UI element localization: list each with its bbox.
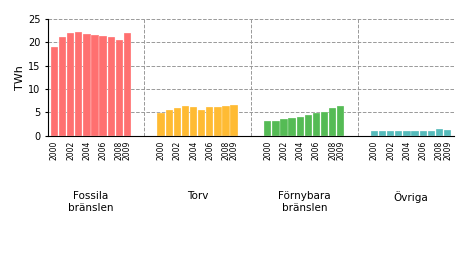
Bar [428,131,435,136]
Y-axis label: TWh: TWh [15,65,25,90]
Bar [371,131,378,136]
Bar [337,106,344,136]
Bar [206,107,213,136]
Bar [387,131,394,136]
Text: Övriga: Övriga [393,191,428,203]
Bar [158,113,165,136]
Bar [124,33,131,136]
Bar [395,131,402,136]
Bar [272,121,280,136]
Bar [296,117,304,136]
Bar [329,108,336,136]
Bar [67,33,74,136]
Bar [305,115,312,136]
Bar [83,34,91,136]
Bar [403,131,410,136]
Bar [182,106,189,136]
Bar [313,113,320,136]
Bar [411,131,419,136]
Bar [91,35,98,136]
Text: Förnybara
bränslen: Förnybara bränslen [278,191,331,213]
Bar [51,47,58,136]
Bar [264,121,272,136]
Bar [436,129,443,136]
Text: Torv: Torv [187,191,208,201]
Bar [419,131,427,136]
Bar [190,107,197,136]
Bar [222,106,230,136]
Bar [116,40,123,136]
Bar [280,120,287,136]
Bar [59,37,66,136]
Bar [230,105,238,136]
Bar [321,112,328,136]
Bar [198,110,205,136]
Bar [379,131,386,136]
Bar [99,36,107,136]
Bar [166,110,173,136]
Bar [75,32,83,136]
Bar [214,107,221,136]
Text: Fossila
bränslen: Fossila bränslen [68,191,113,213]
Bar [288,118,296,136]
Bar [174,108,181,136]
Bar [444,130,451,136]
Bar [107,37,115,136]
